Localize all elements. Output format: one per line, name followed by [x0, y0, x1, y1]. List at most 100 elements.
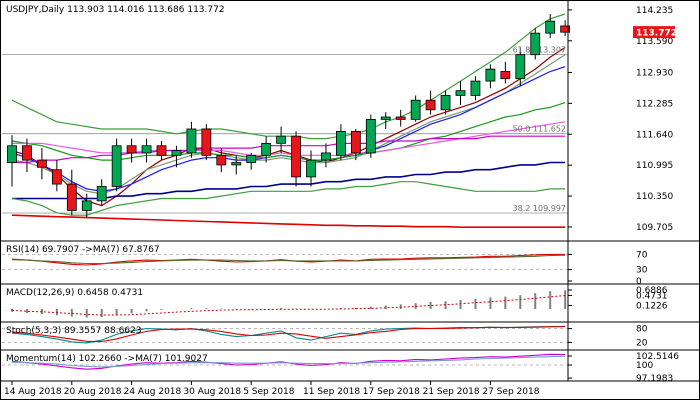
indicator-tick-label: 100	[636, 361, 653, 371]
candle	[261, 136, 272, 163]
candle-body	[560, 25, 571, 33]
candle	[276, 126, 287, 153]
candle-body	[231, 162, 242, 166]
date-tick-label: 14 Aug 2018	[4, 387, 62, 397]
candles-layer	[7, 13, 571, 218]
candle-body	[350, 130, 361, 154]
current-price-marker	[633, 26, 675, 39]
indicator-tick-label: 70	[636, 250, 648, 260]
candle-body	[96, 186, 107, 202]
candle	[22, 138, 32, 173]
candle-body	[425, 99, 436, 111]
candle	[216, 148, 227, 173]
candle-body	[365, 118, 376, 154]
price-tick-label: 110.995	[636, 161, 673, 171]
indicator-tick-label: 0.1226	[636, 301, 668, 311]
candle	[186, 121, 197, 158]
candle-body	[410, 99, 421, 120]
candle	[545, 13, 556, 38]
candle-body	[7, 145, 17, 163]
candle	[440, 90, 451, 115]
candle	[485, 64, 496, 89]
candle	[231, 155, 242, 175]
price-tick-label: 110.350	[636, 192, 673, 202]
candle	[7, 135, 17, 187]
indicator-tick-label: 30	[636, 266, 648, 276]
candle	[306, 150, 316, 187]
candle	[321, 143, 331, 168]
candle	[350, 128, 361, 161]
date-tick-label: 20 Aug 2018	[64, 387, 122, 397]
candle	[141, 138, 152, 163]
candle	[81, 193, 92, 218]
indicator-header: Momentum(14) 102.2660 ->MA(7) 101.9027	[6, 354, 208, 364]
candle-body	[37, 159, 47, 168]
grid-layer	[2, 53, 568, 366]
candle	[560, 20, 571, 37]
candle	[156, 140, 167, 161]
candle-body	[395, 116, 406, 120]
candle	[425, 90, 436, 115]
candle-body	[306, 159, 316, 178]
candle-body	[530, 32, 541, 56]
candle-body	[22, 145, 32, 161]
price-tick-label: 112.930	[636, 68, 673, 78]
date-tick-label: 30 Aug 2018	[183, 387, 241, 397]
candle-body	[470, 80, 481, 96]
candle	[380, 112, 391, 129]
date-tick-label: 5 Sep 2018	[243, 387, 295, 397]
candle	[171, 145, 182, 168]
candle	[201, 124, 212, 161]
overlay-line	[11, 46, 566, 207]
candle-body	[455, 90, 466, 96]
indicator-line	[11, 355, 566, 368]
candle	[410, 95, 421, 122]
candle	[246, 152, 257, 170]
overlay-line	[11, 214, 566, 228]
indicator-header: MACD(12,26,9) 0.6458 0.4731	[6, 288, 143, 298]
candle-body	[246, 154, 257, 163]
macd-signal-line	[11, 295, 566, 316]
price-tick-label: 109.705	[636, 223, 673, 233]
candle-body	[186, 128, 197, 154]
overlay-line	[11, 13, 566, 140]
fib-level-label: 50.0 111.652	[513, 125, 566, 134]
indicator-line	[11, 325, 566, 343]
date-tick-label: 21 Sep 2018	[423, 387, 480, 397]
candle	[395, 109, 406, 127]
overlay-line	[11, 102, 566, 161]
candle-body	[156, 145, 167, 156]
indicator-tick-label: 80	[636, 325, 648, 335]
candle-body	[66, 183, 77, 211]
indicator-tick-label: 0	[636, 277, 642, 287]
candle-body	[111, 145, 122, 187]
date-tick-label: 27 Sep 2018	[482, 387, 539, 397]
fib-level-label: 38.2 109.997	[513, 204, 566, 213]
candle	[291, 131, 301, 187]
overlay-line	[12, 135, 566, 164]
candle	[530, 28, 541, 60]
indicator-header: Stoch(5,3,3) 89.3557 88.6623	[6, 326, 141, 336]
chart-header: USDJPY,Daily 113.903 114.016 113.686 113…	[6, 5, 225, 15]
candle	[66, 169, 77, 216]
price-tick-label: 113.590	[636, 37, 673, 47]
date-tick-label: 11 Sep 2018	[303, 387, 360, 397]
overlay-line	[12, 121, 566, 156]
candle	[365, 114, 376, 158]
candle	[111, 138, 122, 192]
candle-body	[261, 142, 272, 156]
candle	[37, 148, 47, 180]
candle	[470, 76, 481, 101]
candle-body	[515, 54, 526, 80]
indicator-tick-label: 0.4731	[636, 291, 668, 301]
indicator-tick-label: 20	[636, 338, 648, 348]
price-tick-label: 111.640	[636, 130, 673, 140]
fib-level-label: 61.8 113.307	[513, 45, 566, 54]
price-tick-label: 114.235	[636, 6, 673, 16]
candle-body	[440, 95, 451, 111]
date-tick-label: 24 Aug 2018	[124, 387, 182, 397]
candle-body	[81, 200, 92, 211]
candle-body	[171, 150, 182, 156]
